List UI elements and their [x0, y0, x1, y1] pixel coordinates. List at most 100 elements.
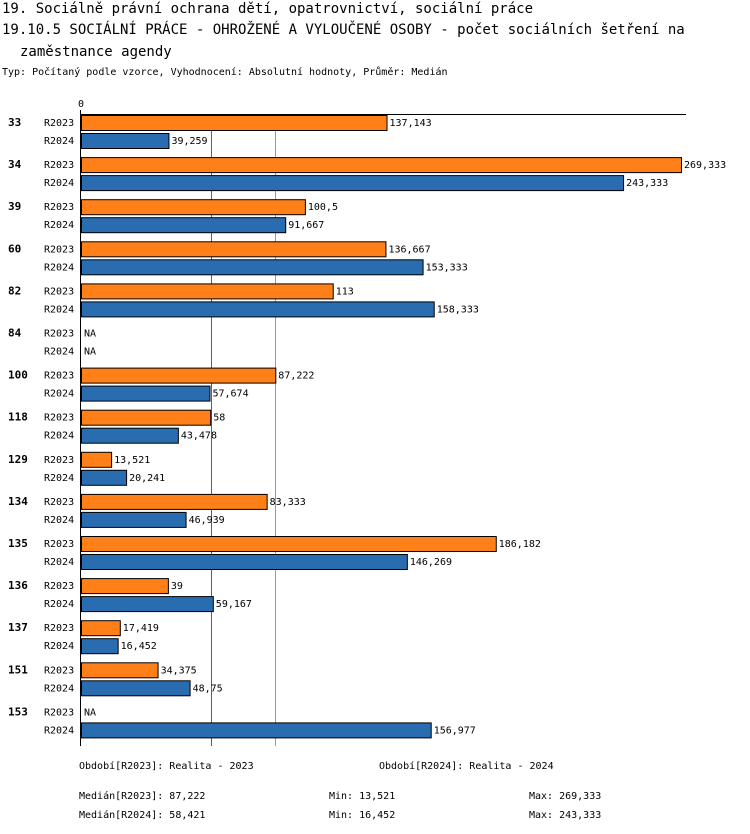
na-label-r2024-84: NA	[84, 347, 96, 358]
legend-period-r2024: Období[R2024]: Realita - 2024	[379, 761, 554, 772]
bar-r2024-137	[81, 638, 119, 655]
category-label-136: 136	[8, 579, 28, 592]
category-label-137: 137	[8, 621, 28, 634]
category-label-153: 153	[8, 705, 28, 718]
series-label-r2024-153: R2024	[44, 725, 74, 736]
category-label-118: 118	[8, 411, 28, 424]
category-label-60: 60	[8, 242, 21, 255]
bar-r2024-134	[81, 511, 187, 528]
category-label-134: 134	[8, 495, 28, 508]
value-label-r2024-39: 91,667	[288, 220, 324, 231]
bar-r2024-100	[81, 385, 211, 402]
series-label-r2023-153: R2023	[44, 707, 74, 718]
category-label-39: 39	[8, 200, 21, 213]
chart-title-continued: zaměstnance agendy	[20, 44, 172, 60]
series-label-r2024-137: R2024	[44, 641, 74, 652]
value-label-r2024-136: 59,167	[216, 599, 252, 610]
bar-r2024-60	[81, 259, 424, 276]
category-label-135: 135	[8, 537, 28, 550]
bar-r2023-137	[81, 620, 121, 637]
bar-r2023-134	[81, 493, 268, 510]
series-label-r2023-84: R2023	[44, 329, 74, 340]
series-label-r2024-100: R2024	[44, 389, 74, 400]
chart-title: 19.10.5 SOCIÁLNÍ PRÁCE - OHROŽENÉ A VYLO…	[2, 22, 685, 38]
value-label-r2023-151: 34,375	[161, 665, 197, 676]
value-label-r2024-118: 43,478	[181, 431, 217, 442]
stat-median-r2024: Medián[R2024]: 58,421	[79, 810, 206, 821]
value-label-r2024-134: 46,939	[189, 515, 225, 526]
value-label-r2023-135: 186,182	[499, 539, 541, 550]
stat-min-r2023: Min: 13,521	[329, 791, 396, 802]
stat-max-r2024: Max: 243,333	[529, 810, 602, 821]
value-label-r2023-129: 13,521	[114, 455, 150, 466]
stat-min-r2024: Min: 16,452	[329, 810, 396, 821]
series-label-r2023-39: R2023	[44, 202, 74, 213]
value-label-r2023-34: 269,333	[684, 160, 726, 171]
category-label-34: 34	[8, 158, 22, 171]
bar-r2023-136	[81, 578, 169, 595]
bar-r2024-151	[81, 680, 191, 697]
series-label-r2024-151: R2024	[44, 683, 74, 694]
series-label-r2024-136: R2024	[44, 599, 74, 610]
value-label-r2024-151: 48,75	[193, 683, 223, 694]
bar-r2023-151	[81, 662, 159, 679]
value-label-r2024-153: 156,977	[434, 725, 476, 736]
series-label-r2024-34: R2024	[44, 178, 74, 189]
value-label-r2024-100: 57,674	[212, 389, 248, 400]
stat-max-r2023: Max: 269,333	[529, 791, 602, 802]
series-label-r2023-137: R2023	[44, 623, 74, 634]
category-label-33: 33	[8, 116, 21, 129]
bar-r2023-34	[81, 157, 682, 174]
value-label-r2023-82: 113	[336, 286, 354, 297]
series-label-r2023-100: R2023	[44, 371, 74, 382]
bar-r2023-100	[81, 367, 277, 384]
category-label-84: 84	[8, 327, 22, 340]
value-label-r2023-134: 83,333	[270, 497, 306, 508]
value-label-r2024-137: 16,452	[121, 641, 157, 652]
stat-median-r2023: Medián[R2023]: 87,222	[79, 791, 206, 802]
series-label-r2024-129: R2024	[44, 473, 74, 484]
series-label-r2024-82: R2024	[44, 304, 74, 315]
bar-r2023-33	[81, 115, 388, 131]
bar-r2024-118	[81, 427, 179, 444]
series-label-r2023-33: R2023	[44, 118, 74, 129]
na-label-r2023-84: NA	[84, 329, 96, 340]
series-label-r2024-134: R2024	[44, 515, 74, 526]
category-label-129: 129	[8, 453, 28, 466]
value-label-r2024-60: 153,333	[426, 262, 468, 273]
series-label-r2023-134: R2023	[44, 497, 74, 508]
bar-r2024-34	[81, 175, 625, 192]
legend-period-r2023: Období[R2023]: Realita - 2023	[79, 761, 254, 772]
bar-r2023-60	[81, 241, 387, 258]
series-label-r2023-129: R2023	[44, 455, 74, 466]
series-label-r2023-136: R2023	[44, 581, 74, 592]
bar-r2023-39	[81, 199, 306, 216]
value-label-r2023-100: 87,222	[278, 371, 314, 382]
bar-r2024-129	[81, 469, 128, 486]
value-label-r2024-82: 158,333	[437, 304, 479, 315]
value-label-r2023-118: 58	[213, 413, 225, 424]
bar-r2024-39	[81, 217, 287, 234]
value-label-r2023-137: 17,419	[123, 623, 159, 634]
bar-r2024-33	[81, 133, 170, 149]
chart-section-title: 19. Sociálně právní ochrana dětí, opatro…	[2, 1, 534, 17]
series-label-r2024-33: R2024	[44, 136, 74, 147]
series-label-r2024-39: R2024	[44, 220, 74, 231]
series-label-r2024-60: R2024	[44, 262, 74, 273]
x-axis-zero-label: 0	[78, 99, 84, 110]
value-label-r2024-129: 20,241	[129, 473, 165, 484]
bar-r2024-153	[81, 722, 432, 739]
value-label-r2024-33: 39,259	[171, 136, 207, 147]
chart-subtitle: Typ: Počítaný podle vzorce, Vyhodnocení:…	[2, 67, 448, 78]
value-label-r2023-33: 137,143	[390, 118, 432, 129]
bar-r2024-136	[81, 596, 214, 613]
bar-r2024-82	[81, 301, 435, 318]
value-label-r2023-136: 39	[171, 581, 183, 592]
value-label-r2023-39: 100,5	[308, 202, 338, 213]
series-label-r2024-84: R2024	[44, 347, 74, 358]
value-label-r2024-34: 243,333	[626, 178, 668, 189]
series-label-r2023-60: R2023	[44, 244, 74, 255]
series-label-r2023-118: R2023	[44, 413, 74, 424]
bar-r2023-82	[81, 283, 334, 300]
bar-r2023-135	[81, 536, 497, 552]
